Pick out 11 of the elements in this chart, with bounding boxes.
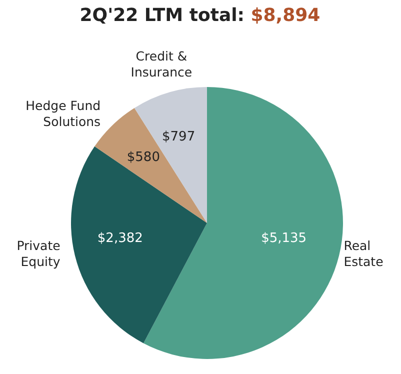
data-label: $580: [126, 150, 160, 165]
data-label: $5,135: [261, 230, 307, 246]
data-label: $797: [162, 130, 196, 144]
slice-label: Private Equity: [16, 238, 61, 269]
pie-slice: [71, 146, 207, 344]
data-label: $2,382: [97, 230, 143, 246]
slice-label: Credit & Insurance: [130, 48, 192, 80]
slice-label: Real Estate: [344, 238, 384, 269]
text: $8,894: [244, 5, 320, 26]
chart-title: 2Q'22 LTM total:: [80, 5, 244, 26]
slice-label: Hedge Fund Solutions: [26, 97, 101, 128]
